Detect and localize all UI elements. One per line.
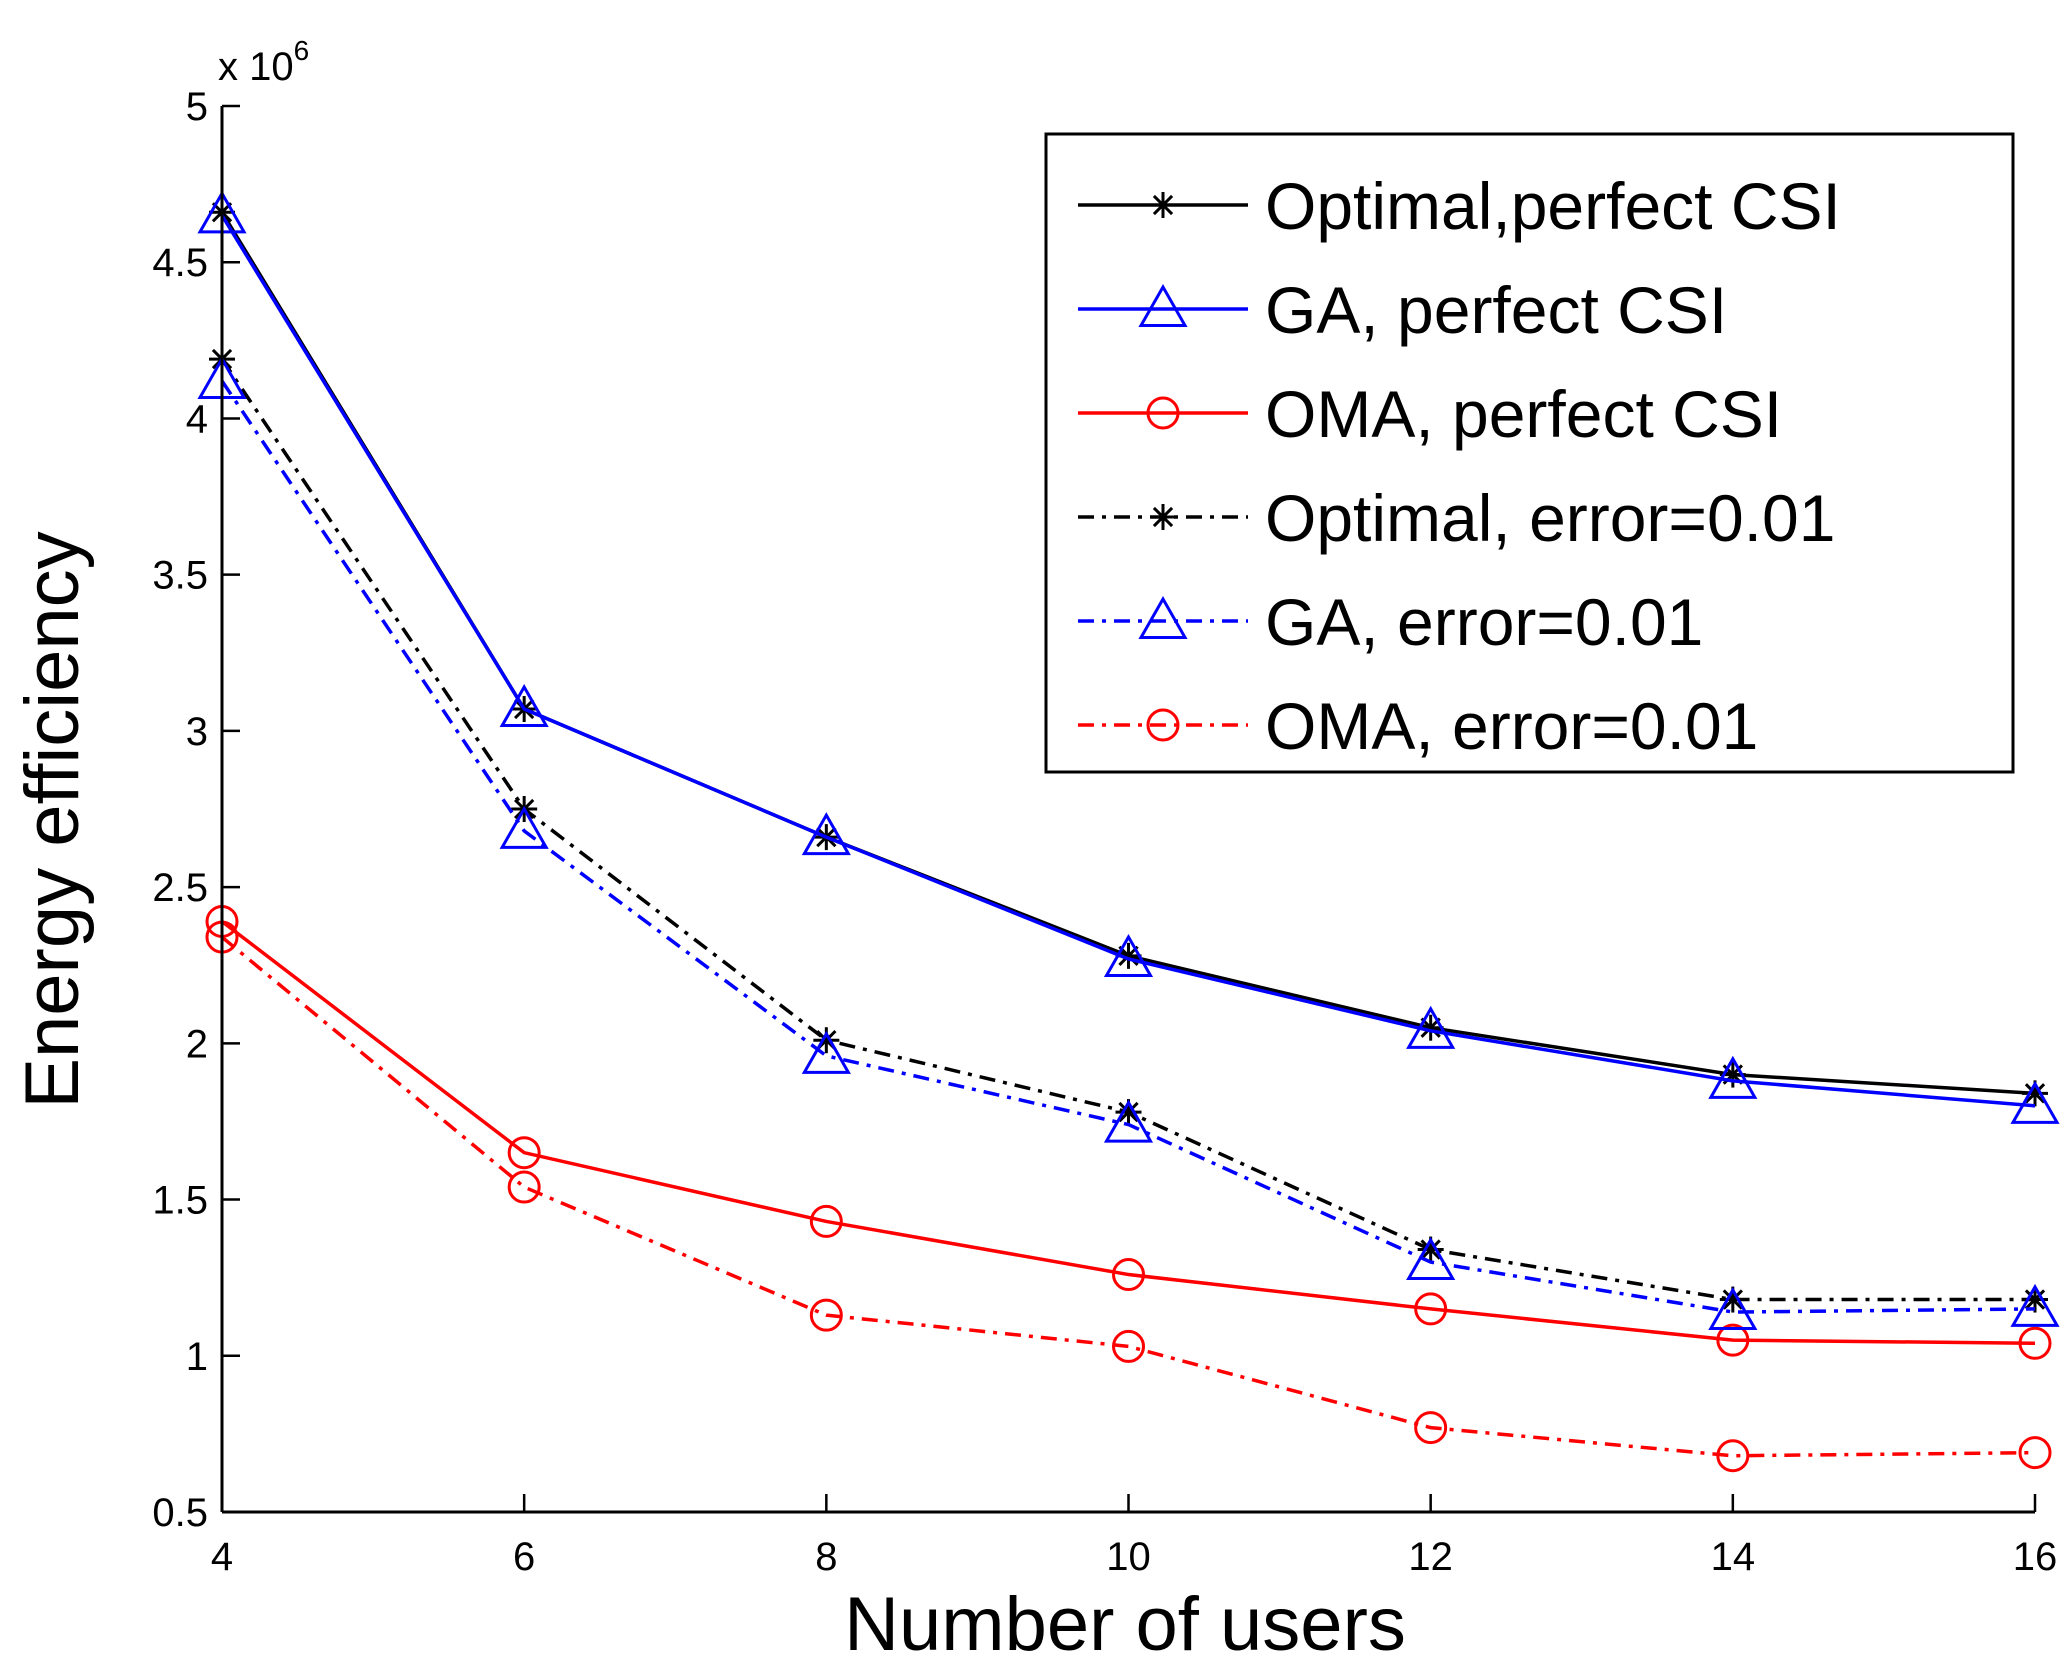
series-line [220, 214, 2036, 1108]
data-point [2018, 1436, 2052, 1470]
data-point [1103, 1099, 1154, 1143]
y-tick-label: 4 [186, 397, 208, 441]
series-line [220, 920, 2036, 1346]
plot-area [197, 190, 2060, 1473]
data-point [507, 1136, 541, 1170]
legend-label: GA, perfect CSI [1265, 273, 1727, 347]
series-3 [205, 904, 2052, 1360]
x-axis-title: Number of users [844, 1582, 1406, 1667]
legend-label: OMA, perfect CSI [1265, 377, 1782, 451]
legend-box [1044, 132, 2015, 774]
data-point [801, 1030, 851, 1074]
axes: 4 6 8 10 12 14 16 0.5 1 1.5 2 2.5 3 3.5 4 4.5 5 [152, 85, 2057, 1579]
y-axis-title: Energy efficiency [10, 531, 95, 1108]
legend-label: Optimal,perfect CSI [1265, 169, 1841, 243]
legend-entry: Optimal, error=0.01 [1078, 481, 1835, 555]
data-point [2010, 1080, 2060, 1124]
legend-entry: Optimal,perfect CSI [1078, 169, 1841, 243]
data-point [507, 1170, 541, 1204]
legend-marker [1146, 396, 1180, 430]
y-multiplier-exponent: 6 [294, 35, 310, 66]
x-tick-label: 12 [1408, 1535, 1453, 1579]
x-tick-label: 8 [815, 1535, 837, 1579]
y-tick-label: 1.5 [152, 1179, 208, 1223]
y-tick-label: 2.5 [152, 866, 208, 910]
legend: Optimal,perfect CSI GA, perfect CSI OMA, p… [1044, 132, 2015, 774]
legend-marker [1146, 708, 1180, 742]
data-point [2022, 1080, 2048, 1107]
data-point [1406, 1005, 1456, 1049]
data-point [2018, 1326, 2052, 1360]
y-tick-label: 5 [186, 85, 208, 129]
series-line [220, 379, 2036, 1314]
y-multiplier-base: x 10 [218, 45, 294, 89]
x-tick-label: 14 [1711, 1535, 1756, 1579]
legend-label: Optimal, error=0.01 [1265, 481, 1835, 555]
y-tick-label: 2 [186, 1022, 208, 1066]
legend-entry: GA, perfect CSI [1078, 273, 1727, 347]
data-point [1716, 1439, 1750, 1473]
legend-entry: OMA, error=0.01 [1078, 689, 1758, 763]
legend-entry: OMA, perfect CSI [1078, 377, 1782, 451]
legend-marker [1150, 504, 1176, 530]
y-tick-label: 1 [186, 1335, 208, 1379]
y-tick-label: 3.5 [152, 554, 208, 598]
legend-marker [1138, 595, 1188, 639]
data-point [801, 812, 851, 856]
x-tick-label: 6 [513, 1535, 535, 1579]
data-point [1112, 1258, 1145, 1292]
legend-marker [1138, 283, 1188, 327]
y-axis-multiplier: x 106 [218, 35, 309, 89]
data-point [1414, 1411, 1448, 1445]
data-point [1716, 1323, 1750, 1357]
data-point [1406, 1237, 1456, 1281]
x-tick-label: 16 [2013, 1535, 2058, 1579]
x-tick-label: 10 [1106, 1535, 1151, 1579]
data-point [499, 805, 549, 849]
data-point [809, 1298, 843, 1332]
legend-label: OMA, error=0.01 [1265, 689, 1758, 763]
series-5 [197, 355, 2060, 1331]
data-point [2022, 1286, 2048, 1313]
data-point [1708, 1287, 1758, 1331]
data-point [1103, 933, 1154, 977]
data-point [1414, 1292, 1448, 1326]
data-point [1708, 1055, 1758, 1099]
legend-label: GA, error=0.01 [1265, 585, 1703, 659]
data-point [1112, 1329, 1145, 1363]
legend-entry: GA, error=0.01 [1078, 585, 1703, 659]
data-point [809, 1204, 843, 1238]
legend-marker [1150, 192, 1176, 218]
data-point [499, 683, 549, 728]
data-point [2010, 1283, 2060, 1327]
y-tick-label: 0.5 [152, 1491, 208, 1535]
y-tick-label: 3 [186, 710, 208, 754]
y-tick-label: 4.5 [152, 241, 208, 285]
x-tick-label: 4 [211, 1535, 233, 1579]
